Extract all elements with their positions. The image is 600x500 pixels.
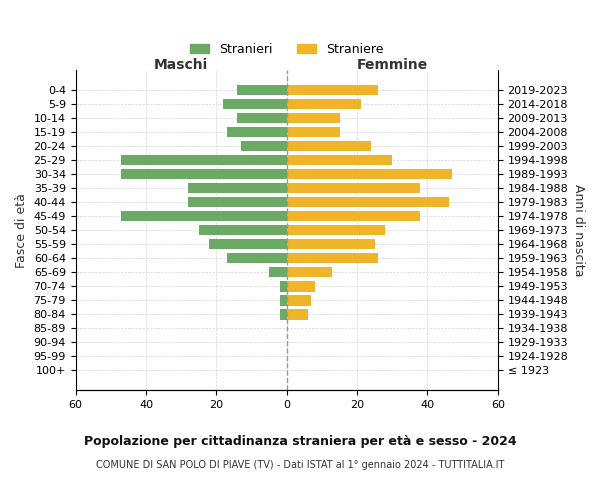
Y-axis label: Anni di nascita: Anni di nascita <box>572 184 585 276</box>
Bar <box>121 211 287 222</box>
Bar <box>287 182 421 194</box>
Bar <box>287 154 392 165</box>
Bar <box>287 197 449 207</box>
Bar <box>227 253 287 264</box>
Text: Popolazione per cittadinanza straniera per età e sesso - 2024: Popolazione per cittadinanza straniera p… <box>83 435 517 448</box>
Bar <box>199 225 287 235</box>
Bar <box>287 84 378 95</box>
Bar <box>238 112 287 123</box>
Bar <box>280 295 287 306</box>
Bar <box>280 309 287 320</box>
Bar <box>287 239 375 250</box>
Bar <box>188 197 287 207</box>
Bar <box>287 140 371 151</box>
Bar <box>287 112 340 123</box>
Bar <box>287 225 385 235</box>
Bar <box>287 211 421 222</box>
Bar <box>223 98 287 109</box>
Bar <box>287 281 315 291</box>
Bar <box>209 239 287 250</box>
Bar <box>238 84 287 95</box>
Bar <box>287 267 332 278</box>
Bar <box>287 168 452 179</box>
Bar <box>188 182 287 194</box>
Y-axis label: Fasce di età: Fasce di età <box>15 192 28 268</box>
Legend: Stranieri, Straniere: Stranieri, Straniere <box>185 38 389 61</box>
Text: COMUNE DI SAN POLO DI PIAVE (TV) - Dati ISTAT al 1° gennaio 2024 - TUTTITALIA.IT: COMUNE DI SAN POLO DI PIAVE (TV) - Dati … <box>96 460 504 470</box>
Bar <box>121 154 287 165</box>
Bar <box>121 168 287 179</box>
Bar <box>227 126 287 137</box>
Text: Femmine: Femmine <box>356 58 428 71</box>
Bar <box>269 267 287 278</box>
Bar <box>287 126 340 137</box>
Bar <box>287 98 361 109</box>
Bar <box>241 140 287 151</box>
Bar <box>287 253 378 264</box>
Bar <box>287 295 311 306</box>
Bar <box>280 281 287 291</box>
Bar <box>287 309 308 320</box>
Text: Maschi: Maschi <box>154 58 208 71</box>
